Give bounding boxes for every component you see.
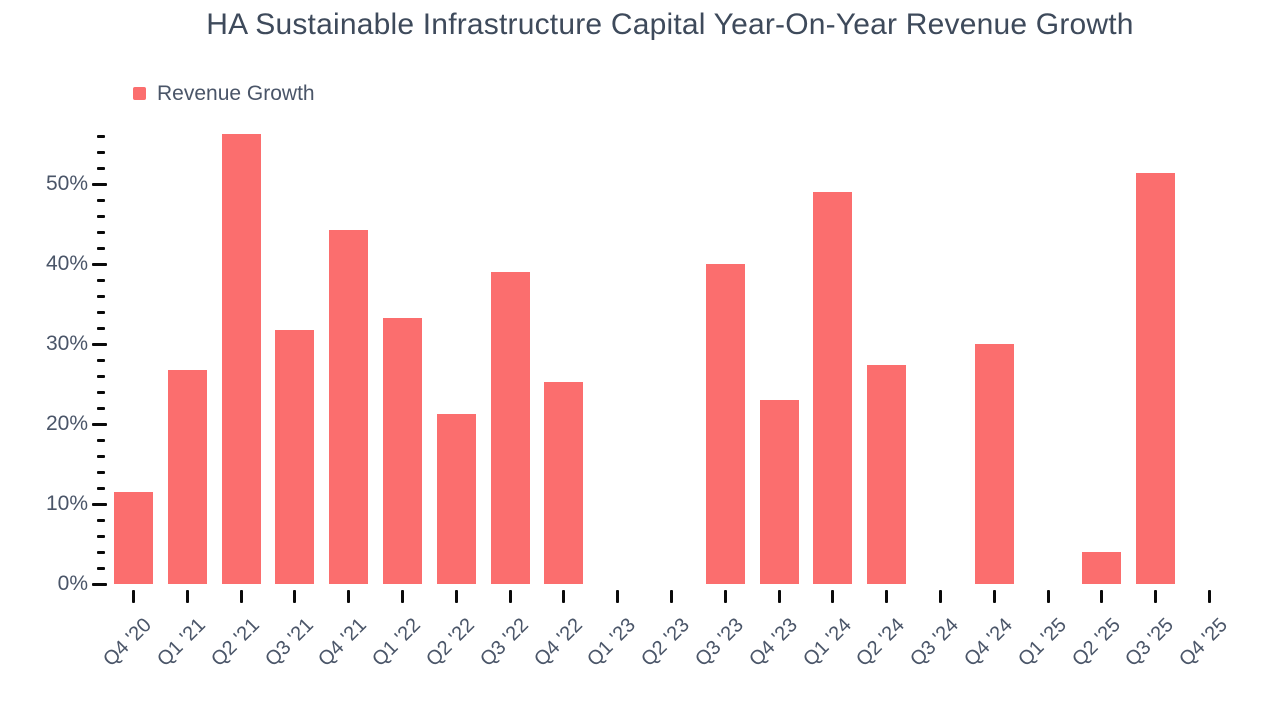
revenue-growth-bar bbox=[974, 344, 1014, 584]
revenue-growth-bar bbox=[867, 364, 907, 584]
x-axis-tick bbox=[939, 590, 942, 603]
x-axis-label: Q2 '25 bbox=[1067, 614, 1125, 671]
y-axis-minor-tick bbox=[97, 310, 105, 314]
x-axis-label: Q4 '23 bbox=[744, 614, 802, 671]
x-axis-tick bbox=[885, 590, 889, 603]
x-axis-tick bbox=[1100, 590, 1104, 603]
y-axis-minor-tick bbox=[97, 150, 105, 154]
y-axis-minor-tick bbox=[97, 358, 105, 362]
x-axis-tick bbox=[185, 590, 189, 603]
x-axis-label: Q3 '23 bbox=[691, 614, 748, 671]
x-axis-tick bbox=[1046, 590, 1050, 603]
y-axis-label: 40% bbox=[45, 252, 88, 275]
x-axis-tick bbox=[723, 590, 727, 603]
x-axis-tick bbox=[454, 590, 458, 603]
revenue-growth-bar bbox=[114, 492, 153, 584]
revenue-growth-bar bbox=[436, 414, 476, 584]
y-axis-major-tick bbox=[92, 582, 107, 586]
x-axis-tick bbox=[401, 590, 404, 603]
x-axis-label: Q3 '25 bbox=[1121, 614, 1179, 671]
x-axis-label: Q3 '21 bbox=[260, 614, 318, 671]
y-axis-label: 0% bbox=[57, 572, 88, 595]
x-axis-label: Q2 '21 bbox=[206, 614, 264, 671]
revenue-growth-bar bbox=[705, 264, 745, 584]
y-axis-minor-tick bbox=[97, 486, 105, 490]
revenue-growth-bar bbox=[490, 272, 530, 584]
x-axis-label: Q1 '25 bbox=[1013, 614, 1071, 671]
revenue-growth-bar bbox=[167, 369, 207, 584]
x-axis-tick bbox=[347, 590, 351, 603]
y-axis-minor-tick bbox=[97, 550, 105, 554]
revenue-growth-bar bbox=[544, 382, 584, 584]
y-axis-major-tick bbox=[92, 182, 107, 186]
x-axis-label: Q2 '23 bbox=[637, 614, 695, 671]
legend: Revenue Growth bbox=[133, 83, 315, 104]
revenue-growth-bar bbox=[813, 192, 853, 584]
x-axis-tick bbox=[293, 590, 297, 603]
x-axis-tick bbox=[831, 590, 835, 603]
x-axis-label: Q3 '24 bbox=[906, 614, 964, 671]
y-axis-minor-tick bbox=[97, 374, 105, 378]
x-axis-tick bbox=[562, 590, 566, 603]
chart-title: HA Sustainable Infrastructure Capital Ye… bbox=[206, 8, 1134, 41]
x-axis-tick bbox=[132, 590, 135, 603]
x-axis-label: Q4 '22 bbox=[529, 614, 587, 671]
x-axis-label: Q2 '22 bbox=[422, 614, 479, 671]
x-axis-label: Q4 '25 bbox=[1175, 614, 1233, 671]
legend-label: Revenue Growth bbox=[157, 82, 315, 105]
y-axis-minor-tick bbox=[97, 518, 105, 522]
x-axis-label: Q1 '23 bbox=[583, 614, 641, 671]
x-axis-label: Q4 '21 bbox=[314, 614, 372, 671]
y-axis-minor-tick bbox=[97, 534, 105, 538]
y-axis-minor-tick bbox=[97, 198, 105, 202]
y-axis-major-tick bbox=[92, 262, 107, 266]
x-axis-tick bbox=[1154, 590, 1158, 603]
revenue-growth-bar bbox=[221, 133, 261, 584]
revenue-growth-bar bbox=[759, 400, 799, 584]
y-axis-minor-tick bbox=[97, 166, 105, 170]
y-axis-major-tick bbox=[92, 342, 107, 346]
x-axis-label: Q3 '22 bbox=[475, 614, 533, 671]
revenue-growth-bar bbox=[275, 329, 315, 584]
y-axis-minor-tick bbox=[97, 326, 105, 330]
revenue-growth-bar bbox=[329, 230, 369, 584]
x-axis-label: Q4 '24 bbox=[960, 614, 1017, 671]
y-axis-minor-tick bbox=[97, 246, 105, 250]
y-axis-minor-tick bbox=[97, 470, 105, 474]
y-axis-minor-tick bbox=[97, 406, 105, 410]
y-axis-minor-tick bbox=[97, 438, 105, 442]
y-axis-label: 10% bbox=[45, 492, 88, 515]
x-axis-label: Q2 '24 bbox=[852, 614, 910, 671]
x-axis-tick bbox=[616, 590, 620, 603]
revenue-growth-bar bbox=[1136, 172, 1176, 584]
y-axis-label: 20% bbox=[45, 412, 88, 435]
y-axis-label: 50% bbox=[45, 172, 88, 195]
y-axis-minor-tick bbox=[97, 134, 105, 138]
x-axis-label: Q1 '24 bbox=[798, 614, 856, 671]
y-axis-minor-tick bbox=[97, 294, 105, 298]
legend-swatch-icon bbox=[133, 87, 146, 100]
y-axis-minor-tick bbox=[97, 566, 105, 570]
y-axis-minor-tick bbox=[97, 390, 105, 394]
y-axis-major-tick bbox=[92, 422, 107, 426]
x-axis-tick bbox=[777, 590, 781, 603]
x-axis-tick bbox=[1208, 590, 1211, 603]
x-axis-label: Q1 '21 bbox=[153, 614, 210, 671]
revenue-growth-bar bbox=[1082, 552, 1122, 584]
revenue-growth-bar bbox=[383, 318, 422, 584]
x-axis-tick bbox=[670, 590, 673, 603]
y-axis-minor-tick bbox=[97, 278, 105, 282]
y-axis-minor-tick bbox=[97, 214, 105, 218]
x-axis-label: Q1 '22 bbox=[368, 614, 426, 671]
x-axis-tick bbox=[992, 590, 996, 603]
y-axis-minor-tick bbox=[97, 454, 105, 458]
y-axis-label: 30% bbox=[45, 332, 88, 355]
y-axis-minor-tick bbox=[97, 230, 105, 234]
x-axis-tick bbox=[239, 590, 243, 603]
y-axis-major-tick bbox=[92, 502, 107, 506]
x-axis-label: Q4 '20 bbox=[99, 614, 157, 671]
x-axis-tick bbox=[508, 590, 512, 603]
